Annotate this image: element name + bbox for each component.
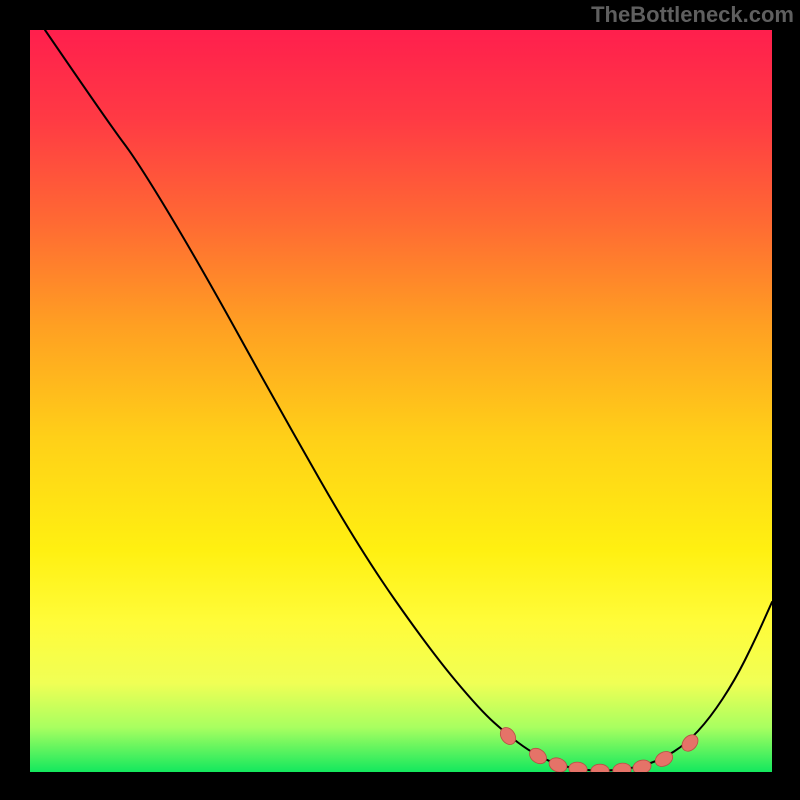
bottleneck-chart <box>30 30 772 772</box>
watermark-text: TheBottleneck.com <box>591 2 794 28</box>
chart-svg <box>30 30 772 772</box>
chart-background <box>30 30 772 772</box>
chart-frame: TheBottleneck.com <box>0 0 800 800</box>
